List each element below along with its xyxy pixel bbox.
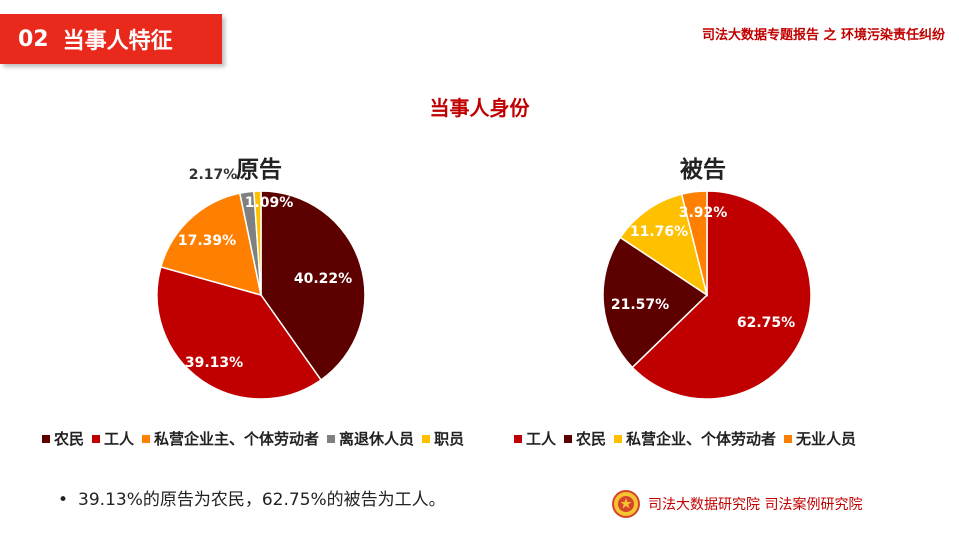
section-number: 02	[18, 26, 49, 52]
pie-data-label: 62.75%	[737, 315, 795, 331]
pie-slice	[156, 266, 323, 400]
legend-label: 离退休人员	[339, 430, 415, 448]
pie-slice	[602, 236, 709, 369]
plaintiff-pie-title: 原告	[236, 157, 282, 183]
summary-note: • 39.13%的原告为农民，62.75%的被告为工人。	[58, 485, 446, 510]
legend-swatch	[42, 434, 50, 443]
defendant-legend: 工人 农民 私营企业、个体劳动者 无业人员	[514, 428, 864, 449]
brand: 司法大数据研究院 司法案例研究院	[612, 490, 862, 518]
legend-swatch	[784, 434, 793, 443]
pie-slice	[159, 192, 262, 297]
legend-item: 农民	[42, 428, 84, 449]
defendant-pie-title: 被告	[680, 157, 726, 183]
plaintiff-legend: 农民 工人 私营企业主、个体劳动者 离退休人员 职员	[42, 428, 472, 449]
legend-swatch	[422, 434, 431, 443]
pie-data-label: 17.39%	[178, 233, 236, 249]
pie-data-label: 1.09%	[245, 195, 294, 211]
chart-main-title: 当事人身份	[429, 96, 530, 120]
legend-label: 工人	[104, 430, 135, 448]
legend-swatch	[142, 434, 151, 443]
legend-swatch	[564, 434, 573, 443]
legend-item: 工人	[514, 428, 556, 449]
pie-data-label: 11.76%	[630, 224, 688, 240]
legend-item: 私营企业主、个体劳动者	[142, 428, 319, 449]
pie-slice	[260, 190, 366, 382]
legend-swatch	[614, 434, 623, 443]
legend-item: 职员	[422, 428, 464, 449]
pie-data-label: 40.22%	[294, 271, 352, 287]
legend-label: 私营企业、个体劳动者	[626, 430, 777, 448]
pie-data-label: 3.92%	[679, 205, 728, 221]
plaintiff-pie: 40.22% 39.13% 17.39% 2.17% 1.09%	[156, 167, 366, 400]
pie-slice	[631, 190, 812, 400]
legend-item: 工人	[92, 428, 134, 449]
legend-swatch	[92, 434, 101, 443]
pie-slice	[680, 190, 708, 296]
legend-item: 离退休人员	[327, 428, 414, 449]
pie-slice	[253, 190, 262, 296]
legend-swatch	[327, 434, 336, 443]
defendant-pie: 62.75% 21.57% 11.76% 3.92%	[602, 190, 812, 400]
legend-label: 工人	[526, 430, 557, 448]
legend-item: 私营企业、个体劳动者	[614, 428, 776, 449]
section-title: 当事人特征	[62, 29, 173, 54]
bullet: •	[58, 490, 69, 510]
summary-text: 39.13%的原告为农民，62.75%的被告为工人。	[78, 490, 446, 510]
pie-data-label: 21.57%	[611, 297, 669, 313]
court-emblem-icon	[612, 490, 640, 518]
pie-data-label: 39.13%	[185, 355, 243, 371]
report-title: 司法大数据专题报告 之 环境污染责任纠纷	[701, 28, 945, 43]
legend-item: 无业人员	[784, 428, 856, 449]
legend-label: 农民	[576, 430, 607, 448]
legend-swatch	[514, 434, 522, 443]
legend-label: 无业人员	[796, 430, 857, 448]
legend-item: 农民	[564, 428, 606, 449]
legend-label: 私营企业主、个体劳动者	[154, 430, 320, 448]
legend-label: 农民	[54, 430, 85, 448]
legend-label: 职员	[434, 430, 465, 448]
brand-text: 司法大数据研究院 司法案例研究院	[648, 497, 863, 513]
pie-slice	[619, 193, 709, 297]
pie-data-label: 2.17%	[189, 167, 238, 183]
section-tab: 02 当事人特征	[0, 14, 222, 64]
